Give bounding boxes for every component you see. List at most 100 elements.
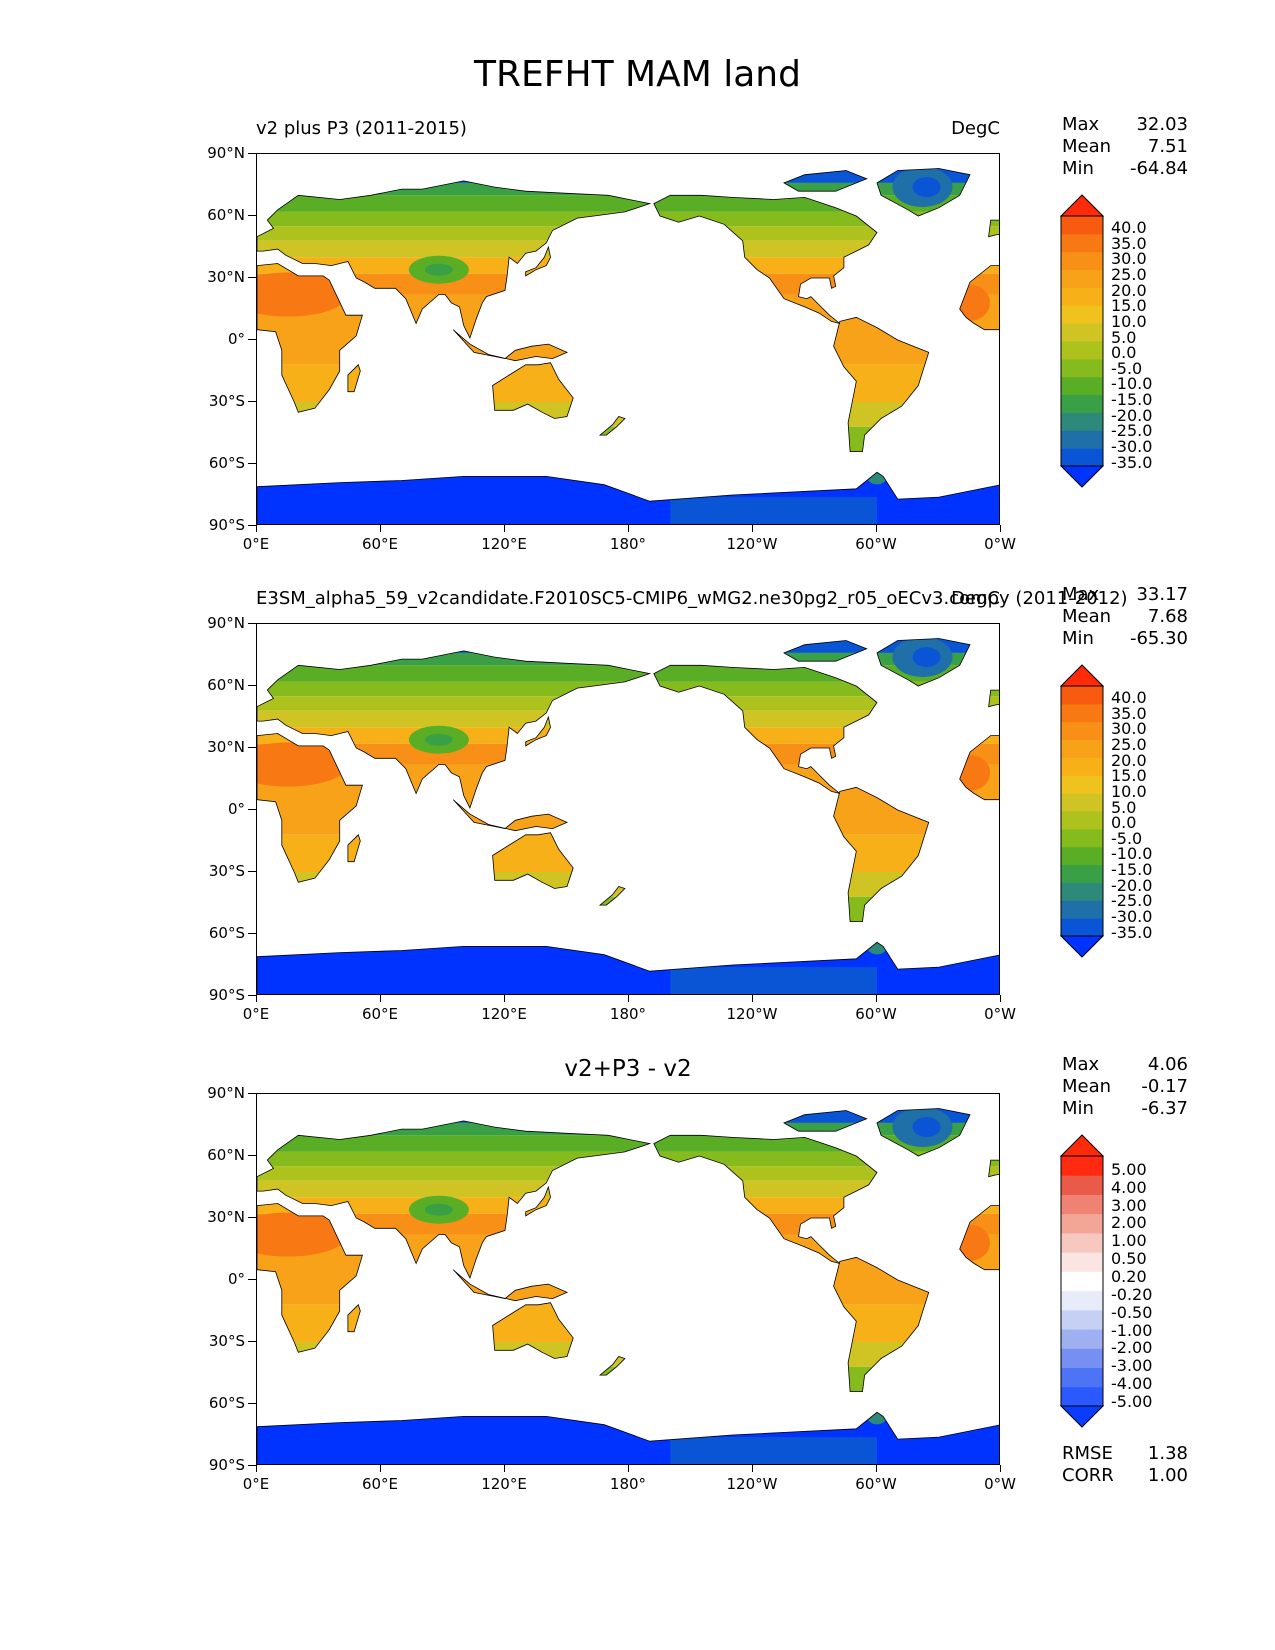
colorbar xyxy=(1060,664,1104,958)
max-value: 32.03 xyxy=(1136,114,1188,135)
lat-tick-label: 30°N xyxy=(207,738,245,756)
max-label: Max xyxy=(1062,114,1100,135)
panel-title: E3SM_alpha5_59_v2candidate.F2010SC5-CMIP… xyxy=(256,588,1128,609)
map-plot xyxy=(256,153,1000,525)
lat-tick xyxy=(248,623,256,624)
colorbar-label: 2.00 xyxy=(1111,1213,1147,1233)
stats-box: Max 4.06 Mean -0.17 Min -6.37 xyxy=(1062,1054,1188,1120)
lat-tick-label: 90°S xyxy=(208,1456,245,1474)
mean-label: Mean xyxy=(1062,606,1112,627)
max-value: 33.17 xyxy=(1136,584,1188,605)
min-value: -6.37 xyxy=(1141,1098,1188,1119)
lat-tick xyxy=(248,1093,256,1094)
colorbar-label: -25.0 xyxy=(1111,421,1153,441)
min-value: -64.84 xyxy=(1129,158,1188,179)
colorbar-label: -30.0 xyxy=(1111,906,1153,926)
lat-tick xyxy=(248,1403,256,1404)
units-label: DegC xyxy=(951,118,1000,139)
lat-tick-label: 60°N xyxy=(207,676,245,694)
lat-tick-label: 30°S xyxy=(208,392,245,410)
lon-tick xyxy=(752,995,753,1002)
colorbar-label: 15.0 xyxy=(1111,766,1147,786)
colorbar-svg xyxy=(1060,194,1104,488)
colorbar-label: -5.0 xyxy=(1111,828,1143,848)
lat-tick-label: 60°S xyxy=(208,924,245,942)
lon-tick-label: 120°E xyxy=(481,1005,527,1023)
colorbar-svg xyxy=(1060,1134,1104,1428)
min-label: Min xyxy=(1062,628,1094,649)
lon-tick xyxy=(380,1465,381,1472)
lon-tick xyxy=(380,525,381,532)
lat-tick xyxy=(248,995,256,996)
lat-tick xyxy=(248,1217,256,1218)
mean-value: 7.68 xyxy=(1147,606,1188,627)
lon-tick xyxy=(1000,525,1001,532)
test-panel: v2 plus P3 (2011-2015) DegC Max 32.03 Mea… xyxy=(0,114,1275,558)
lat-tick xyxy=(248,871,256,872)
lat-tick xyxy=(248,339,256,340)
lat-tick xyxy=(248,1279,256,1280)
lat-tick xyxy=(248,153,256,154)
map-svg xyxy=(257,638,999,994)
lat-tick-label: 60°N xyxy=(207,206,245,224)
lon-tick-label: 120°W xyxy=(726,1475,778,1493)
lat-tick xyxy=(248,933,256,934)
lat-tick-label: 0° xyxy=(227,800,245,818)
lon-tick-label: 180° xyxy=(609,1475,647,1493)
lon-tick xyxy=(876,1465,877,1472)
lon-tick xyxy=(504,1465,505,1472)
colorbar xyxy=(1060,1134,1104,1428)
colorbar-label: 35.0 xyxy=(1111,233,1147,253)
lat-tick xyxy=(248,1155,256,1156)
lon-tick xyxy=(504,995,505,1002)
lat-tick-label: 60°S xyxy=(208,1394,245,1412)
lat-tick-label: 0° xyxy=(227,330,245,348)
colorbar-label: 30.0 xyxy=(1111,719,1147,739)
lat-tick-label: 60°S xyxy=(208,454,245,472)
lat-tick xyxy=(248,1341,256,1342)
colorbar-label: -10.0 xyxy=(1111,374,1153,394)
colorbar-label: -0.50 xyxy=(1111,1302,1153,1322)
map-svg xyxy=(257,168,999,524)
colorbar-label: -20.0 xyxy=(1111,875,1153,895)
lon-tick xyxy=(256,525,257,532)
reference-panel: E3SM_alpha5_59_v2candidate.F2010SC5-CMIP… xyxy=(0,584,1275,1028)
lon-tick xyxy=(752,525,753,532)
max-label: Max xyxy=(1062,584,1100,605)
lon-tick xyxy=(628,1465,629,1472)
lon-tick-label: 60°W xyxy=(855,1475,897,1493)
lat-tick-label: 90°N xyxy=(207,144,245,162)
lat-tick-label: 0° xyxy=(227,1270,245,1288)
units-label: DegC xyxy=(951,588,1000,609)
lon-tick-label: 120°W xyxy=(726,535,778,553)
colorbar-label: 5.00 xyxy=(1111,1159,1147,1179)
colorbar-label: -3.00 xyxy=(1111,1356,1153,1376)
lat-tick-label: 90°N xyxy=(207,614,245,632)
stats-box: Max 33.17 Mean 7.68 Min -65.30 xyxy=(1062,584,1188,650)
min-label: Min xyxy=(1062,158,1094,179)
colorbar-label: 40.0 xyxy=(1111,688,1147,708)
corr-label: CORR xyxy=(1062,1465,1114,1486)
colorbar-label: 0.20 xyxy=(1111,1267,1147,1287)
lon-tick-label: 180° xyxy=(609,535,647,553)
stats-box: Max 32.03 Mean 7.51 Min -64.84 xyxy=(1062,114,1188,180)
lat-tick-label: 90°S xyxy=(208,986,245,1004)
colorbar-label: 0.0 xyxy=(1111,343,1137,363)
difference-panel: v2+P3 - v2 Max 4.06 Mean -0.17 Min -6.37 RM… xyxy=(0,1054,1275,1498)
lon-tick-label: 60°W xyxy=(855,535,897,553)
lon-tick-label: 0°E xyxy=(242,535,270,553)
colorbar xyxy=(1060,194,1104,488)
map-plot xyxy=(256,623,1000,995)
colorbar-label: 15.0 xyxy=(1111,296,1147,316)
min-label: Min xyxy=(1062,1098,1094,1119)
lat-tick xyxy=(248,1465,256,1466)
mean-value: -0.17 xyxy=(1141,1076,1188,1097)
lon-tick xyxy=(1000,1465,1001,1472)
panel-title: v2+P3 - v2 xyxy=(564,1056,692,1082)
lon-tick xyxy=(628,995,629,1002)
colorbar-label: -10.0 xyxy=(1111,844,1153,864)
lat-tick xyxy=(248,525,256,526)
colorbar-label: 3.00 xyxy=(1111,1195,1147,1215)
rmse-value: 1.38 xyxy=(1147,1443,1188,1464)
lon-tick xyxy=(876,525,877,532)
